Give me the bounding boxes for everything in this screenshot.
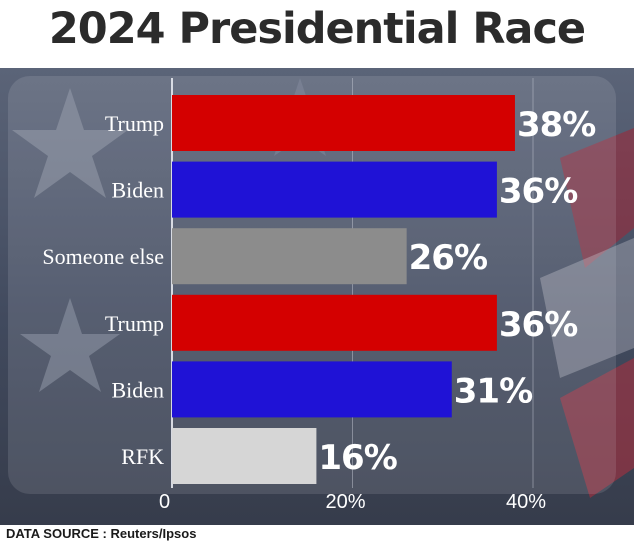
category-label: Biden bbox=[111, 178, 164, 203]
bar bbox=[172, 161, 497, 218]
flag-motif bbox=[12, 78, 634, 498]
category-label: RFK bbox=[121, 444, 164, 469]
bar bbox=[172, 95, 515, 151]
data-source-label: DATA SOURCE : Reuters/Ipsos bbox=[6, 526, 197, 541]
x-tick-label: 0 bbox=[159, 491, 170, 513]
x-tick-label: 20% bbox=[326, 491, 366, 513]
value-label: 16% bbox=[318, 438, 396, 478]
category-label: Trump bbox=[105, 111, 164, 136]
value-label: 26% bbox=[409, 238, 487, 278]
chart-title: 2024 Presidential Race bbox=[48, 4, 586, 54]
value-label: 38% bbox=[517, 105, 595, 145]
x-tick-label: 40% bbox=[506, 491, 546, 513]
bar bbox=[172, 228, 407, 285]
title-band bbox=[0, 0, 634, 68]
bar bbox=[172, 361, 452, 418]
bar bbox=[172, 294, 497, 351]
value-label: 31% bbox=[454, 371, 532, 411]
bar-chart: Trump 38% Biden 36% Someone else 26% Trump 36% B… bbox=[8, 76, 616, 513]
value-label: 36% bbox=[499, 305, 577, 345]
category-label: Biden bbox=[111, 377, 164, 402]
bar bbox=[172, 428, 317, 484]
value-label: 36% bbox=[499, 172, 577, 212]
category-label: Trump bbox=[105, 311, 164, 336]
category-label: Someone else bbox=[42, 244, 164, 269]
footer-band bbox=[0, 525, 634, 545]
